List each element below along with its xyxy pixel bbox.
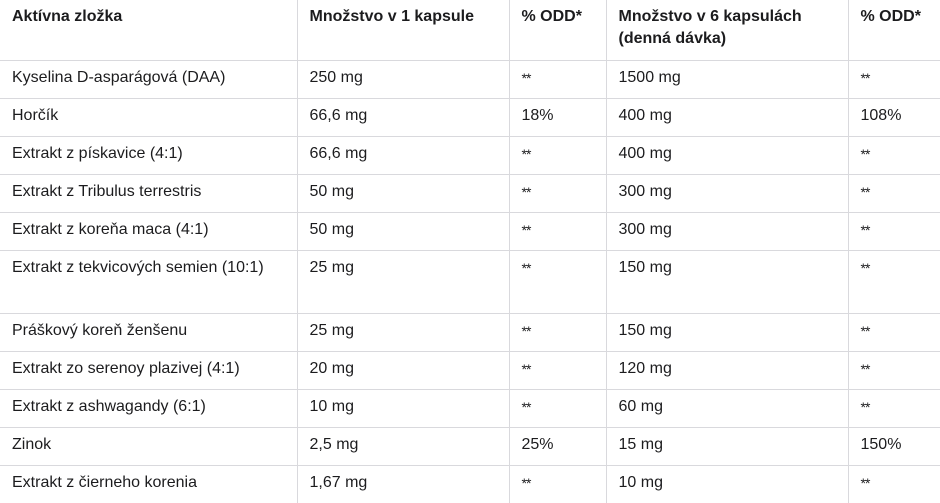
daily-amount-cell: 300 mg [606,213,848,251]
ingredient-cell: Extrakt z Tribulus terrestris [0,175,297,213]
table-row: Extrakt z čierneho korenia 1,67 mg ** 10… [0,466,940,503]
rdi-cell: ** [509,213,606,251]
rdi-cell: ** [509,251,606,314]
table-row: Extrakt z koreňa maca (4:1) 50 mg ** 300… [0,213,940,251]
table-row: Extrakt z Tribulus terrestris 50 mg ** 3… [0,175,940,213]
ingredient-cell: Práškový koreň ženšenu [0,314,297,352]
header-rdi-per-capsule: % ODD* [509,0,606,61]
ingredient-cell: Extrakt z koreňa maca (4:1) [0,213,297,251]
header-rdi-daily-dose: % ODD* [848,0,940,61]
table-row: Zinok 2,5 mg 25% 15 mg 150% [0,428,940,466]
rdi-cell: ** [509,466,606,503]
amount-cell: 50 mg [297,213,509,251]
daily-rdi-cell: ** [848,314,940,352]
table-header-row: Aktívna zložka Množstvo v 1 kapsule % OD… [0,0,940,61]
rdi-cell: ** [509,175,606,213]
rdi-cell: ** [509,352,606,390]
header-amount-per-capsule: Množstvo v 1 kapsule [297,0,509,61]
amount-cell: 250 mg [297,61,509,99]
daily-rdi-cell: ** [848,213,940,251]
header-active-ingredient: Aktívna zložka [0,0,297,61]
ingredient-cell: Horčík [0,99,297,137]
daily-rdi-cell: ** [848,61,940,99]
daily-amount-cell: 60 mg [606,390,848,428]
daily-rdi-cell: ** [848,352,940,390]
rdi-cell: ** [509,314,606,352]
rdi-cell: 18% [509,99,606,137]
amount-cell: 20 mg [297,352,509,390]
rdi-cell: ** [509,61,606,99]
amount-cell: 66,6 mg [297,137,509,175]
daily-rdi-cell: 108% [848,99,940,137]
daily-rdi-cell: 150% [848,428,940,466]
table-row: Kyselina D-asparágová (DAA) 250 mg ** 15… [0,61,940,99]
amount-cell: 25 mg [297,314,509,352]
table-row: Extrakt z tekvicových semien (10:1) 25 m… [0,251,940,314]
ingredient-cell: Zinok [0,428,297,466]
ingredient-cell: Extrakt z ashwagandy (6:1) [0,390,297,428]
daily-amount-cell: 15 mg [606,428,848,466]
amount-cell: 66,6 mg [297,99,509,137]
amount-cell: 2,5 mg [297,428,509,466]
ingredient-cell: Extrakt z pískavice (4:1) [0,137,297,175]
amount-cell: 50 mg [297,175,509,213]
daily-amount-cell: 400 mg [606,137,848,175]
daily-rdi-cell: ** [848,175,940,213]
amount-cell: 10 mg [297,390,509,428]
table-row: Práškový koreň ženšenu 25 mg ** 150 mg *… [0,314,940,352]
daily-rdi-cell: ** [848,251,940,314]
table-row: Extrakt z ashwagandy (6:1) 10 mg ** 60 m… [0,390,940,428]
ingredient-cell: Extrakt z čierneho korenia [0,466,297,503]
daily-rdi-cell: ** [848,137,940,175]
rdi-cell: ** [509,137,606,175]
rdi-cell: 25% [509,428,606,466]
ingredient-cell: Kyselina D-asparágová (DAA) [0,61,297,99]
daily-amount-cell: 120 mg [606,352,848,390]
daily-amount-cell: 1500 mg [606,61,848,99]
table-row: Extrakt zo serenoy plazivej (4:1) 20 mg … [0,352,940,390]
table-row: Extrakt z pískavice (4:1) 66,6 mg ** 400… [0,137,940,175]
daily-amount-cell: 400 mg [606,99,848,137]
daily-amount-cell: 300 mg [606,175,848,213]
amount-cell: 25 mg [297,251,509,314]
header-amount-daily-dose: Množstvo v 6 kapsulách (denná dávka) [606,0,848,61]
daily-amount-cell: 150 mg [606,314,848,352]
table-row: Horčík 66,6 mg 18% 400 mg 108% [0,99,940,137]
amount-cell: 1,67 mg [297,466,509,503]
daily-rdi-cell: ** [848,466,940,503]
rdi-cell: ** [509,390,606,428]
ingredient-cell: Extrakt z tekvicových semien (10:1) [0,251,297,314]
daily-amount-cell: 150 mg [606,251,848,314]
ingredient-cell: Extrakt zo serenoy plazivej (4:1) [0,352,297,390]
daily-amount-cell: 10 mg [606,466,848,503]
daily-rdi-cell: ** [848,390,940,428]
